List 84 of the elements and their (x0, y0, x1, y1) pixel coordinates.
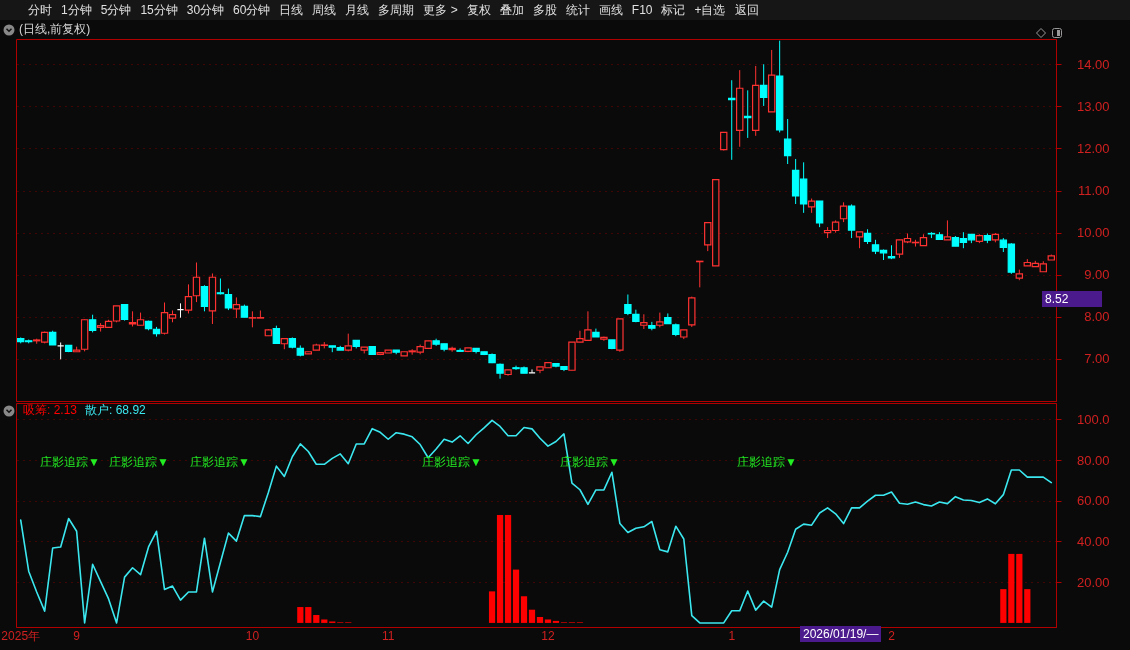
candlestick (943, 219, 952, 241)
x-tick-label: 10 (245, 628, 260, 643)
bar (544, 619, 552, 623)
y-tick-label: 7.00 (1084, 351, 1110, 367)
x-tick-label: 2 (888, 628, 896, 643)
candlestick (783, 118, 792, 165)
text: 15分钟 (140, 1, 178, 19)
annotation: 庄影追踪▼ (190, 454, 250, 471)
bar (488, 591, 496, 623)
y-tick-label: 12.00 (1076, 140, 1110, 156)
x-tick-label: 9 (73, 628, 81, 643)
bar (297, 607, 304, 623)
bar (520, 596, 528, 623)
candlestick (624, 294, 632, 316)
text: 日线 (279, 1, 304, 19)
x-tick-label: 2025年 (1, 628, 41, 643)
y-tick-label: 11.00 (1077, 183, 1110, 199)
bar (536, 617, 544, 623)
bar (1008, 553, 1015, 623)
text: 分时 (28, 1, 52, 19)
text: F10 (631, 3, 653, 17)
text: 统计 (565, 1, 590, 19)
y-tick-label: 8.00 (1084, 309, 1110, 325)
candlestick (640, 313, 648, 330)
y-tick-label: 14.00 (1076, 56, 1110, 72)
candlestick (839, 201, 848, 223)
text: 周线 (312, 1, 337, 19)
candlestick (232, 296, 241, 319)
annotation: 8.52 (1042, 291, 1102, 307)
x-tick-label: 12 (541, 628, 555, 643)
y-tick-label: 80.00 (1076, 452, 1110, 468)
y-tick-label: 100.0 (1076, 411, 1110, 427)
text: 复权 (466, 1, 491, 19)
candlestick (192, 262, 201, 303)
candlestick (200, 284, 209, 312)
candlestick (815, 200, 824, 228)
candlestick (224, 288, 233, 311)
text: 5分钟 (100, 1, 132, 19)
bar (1024, 589, 1031, 623)
bar (305, 607, 312, 623)
text: +自选 (694, 1, 726, 19)
bar (512, 569, 520, 623)
text: 多股 (532, 1, 557, 19)
bar (504, 515, 512, 623)
annotation: 庄影追踪▼ (422, 454, 482, 471)
y-tick-label: 13.00 (1076, 98, 1110, 114)
candlestick (720, 131, 728, 152)
y-tick-label: 9.00 (1084, 267, 1110, 283)
annotation: 庄影追踪▼ (40, 454, 100, 471)
annotation: 庄影追踪▼ (737, 454, 797, 471)
candlestick (456, 347, 464, 352)
candlestick (759, 63, 768, 107)
y-tick-label: 40.00 (1076, 533, 1110, 549)
x-tick-label: 1 (728, 628, 736, 643)
candlestick (184, 283, 193, 314)
text: 1分钟 (61, 1, 92, 19)
text: 60分钟 (233, 1, 271, 19)
text: 月线 (345, 1, 370, 19)
text: 标记 (661, 1, 686, 19)
y-tick-label: 20.00 (1076, 574, 1110, 590)
text: 30分钟 (186, 1, 225, 19)
text: 叠加 (499, 1, 524, 19)
chart-title: (日线,前复权) (19, 21, 91, 38)
bar (1016, 553, 1023, 623)
annotation: 庄影追踪▼ (109, 454, 169, 471)
annotation: 2026/01/19/— (800, 626, 882, 642)
bar (313, 614, 320, 623)
y-tick-label: 10.00 (1076, 225, 1110, 241)
bar (1000, 589, 1007, 623)
bar (321, 619, 328, 623)
bar (496, 515, 504, 623)
text: 画线 (598, 1, 623, 19)
bar (552, 620, 560, 623)
text: 散户: 68.92 (85, 402, 146, 419)
text: 多周期 (378, 1, 415, 19)
y-tick-label: 60.00 (1076, 493, 1110, 509)
text: 吸筹: 2.13 (23, 402, 78, 419)
candlestick (847, 203, 856, 239)
bar (528, 609, 536, 623)
line-series (19, 419, 1053, 624)
x-tick-label: 11 (381, 628, 395, 643)
text: 返回 (734, 1, 759, 19)
candlestick (448, 346, 456, 353)
text: 更多 > (423, 1, 458, 19)
